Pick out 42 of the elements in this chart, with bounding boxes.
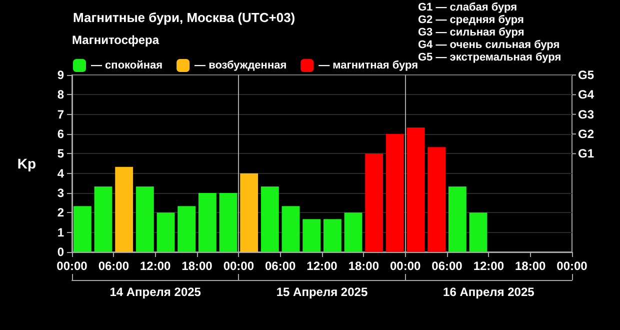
text: G3: [578, 107, 594, 122]
x-tick-label: 06:00: [432, 259, 463, 273]
y-tick-label: 2: [57, 206, 64, 220]
x-tick-label: 18:00: [348, 259, 380, 273]
x-tick-label: 12:00: [140, 259, 171, 273]
x-tick-label: 12:00: [473, 259, 504, 273]
x2-tick-label: 15 Апреля 2025: [276, 285, 368, 299]
legend-title: Магнитосфера: [72, 33, 160, 47]
y-tick-label: 7: [57, 107, 64, 122]
x-tick-label: 06:00: [264, 259, 296, 273]
x-tick-label: 00:00: [390, 259, 421, 273]
y-tick-label: 0: [57, 245, 64, 259]
text: G1: [578, 146, 594, 161]
legend-label: — возбужденная: [194, 60, 287, 72]
y-tick-label: 9: [57, 68, 64, 82]
text: G2 — средняя буря: [418, 14, 524, 26]
text: G5: [578, 68, 594, 82]
x-tick-label: 12:00: [306, 259, 338, 273]
text: G4: [578, 88, 594, 102]
legend-label: — магнитная буря: [318, 60, 418, 72]
chart-title: Магнитные бури, Москва (UTC+03): [73, 10, 296, 25]
y-axis-title: Kp: [17, 156, 36, 172]
x-tick-label: 18:00: [514, 259, 546, 273]
text: G5 — экстремальная буря: [418, 52, 562, 64]
text: G3 — сильная буря: [418, 26, 524, 38]
text: G1 — слабая буря: [418, 2, 518, 14]
y-tick-label: 1: [57, 225, 64, 240]
text: G2: [578, 127, 594, 141]
x-tick-label: 18:00: [182, 259, 213, 273]
text: G4 — очень сильная буря: [418, 39, 560, 51]
y-tick-label: 4: [57, 166, 64, 180]
y-tick-label: 5: [57, 146, 64, 161]
x-tick-label: 06:00: [98, 259, 130, 273]
x2-tick-label: 16 Апреля 2025: [443, 285, 535, 299]
y-tick-label: 3: [57, 186, 64, 200]
y-tick-label: 6: [57, 127, 64, 141]
y-tick-label: 8: [57, 88, 64, 102]
x-tick-label: 00:00: [556, 259, 588, 273]
x2-tick-label: 14 Апреля 2025: [110, 285, 202, 299]
legend-label: — спокойная: [91, 60, 163, 72]
x-tick-label: 00:00: [56, 259, 88, 273]
x-tick-label: 00:00: [223, 259, 254, 273]
